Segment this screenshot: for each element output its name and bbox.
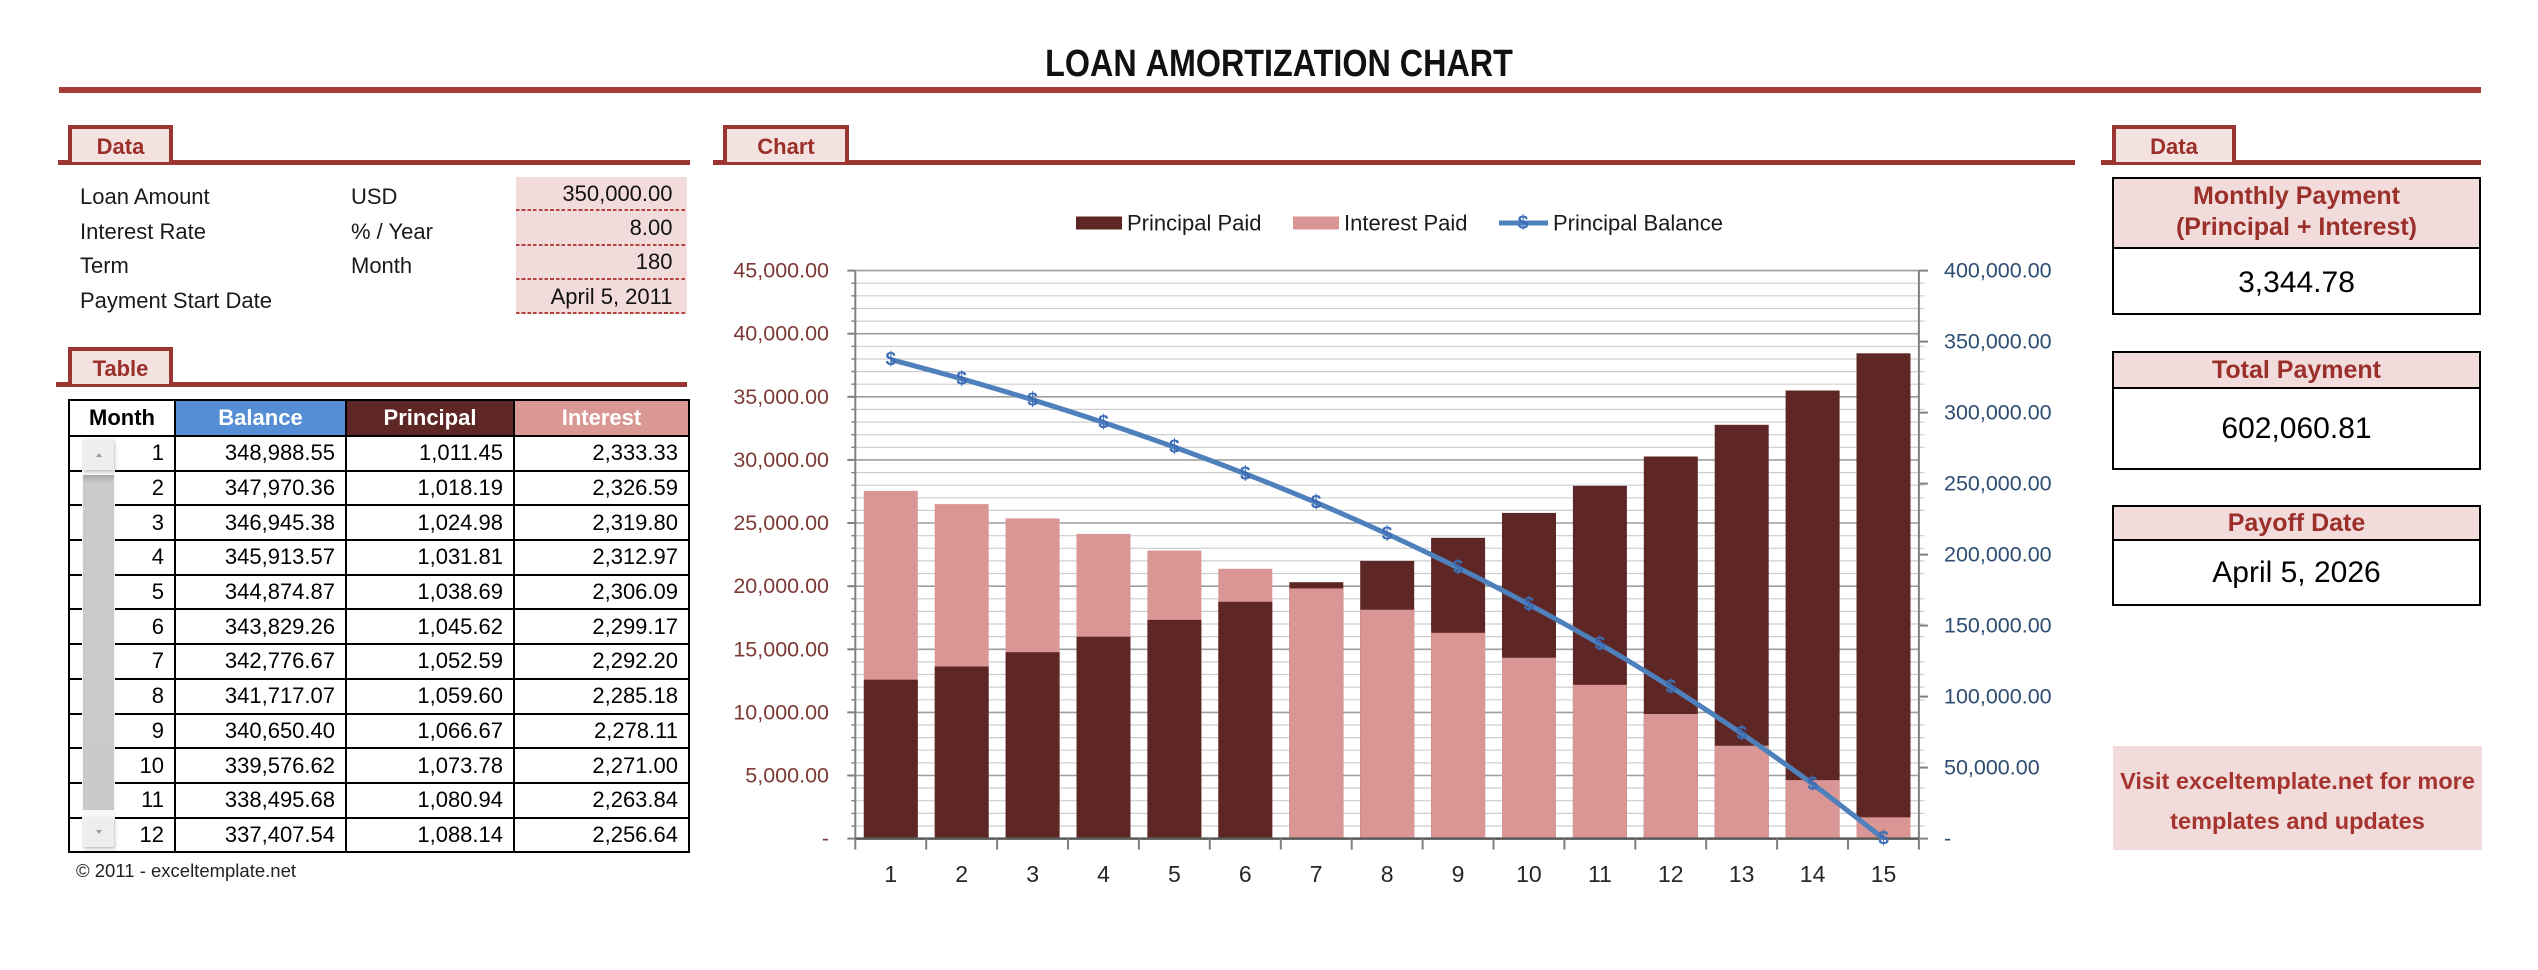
svg-text:5: 5 bbox=[1168, 861, 1181, 887]
svg-text:13: 13 bbox=[1729, 861, 1755, 887]
svg-text:$: $ bbox=[886, 349, 897, 370]
svg-text:14: 14 bbox=[1800, 861, 1826, 887]
svg-text:3: 3 bbox=[1026, 861, 1039, 887]
svg-text:$: $ bbox=[1878, 828, 1889, 849]
svg-text:7: 7 bbox=[1310, 861, 1323, 887]
svg-text:250,000.00: 250,000.00 bbox=[1944, 472, 2052, 496]
svg-text:$: $ bbox=[1518, 213, 1529, 234]
svg-text:$: $ bbox=[1453, 557, 1464, 578]
svg-text:15: 15 bbox=[1871, 861, 1897, 887]
svg-text:20,000.00: 20,000.00 bbox=[733, 574, 829, 598]
svg-text:40,000.00: 40,000.00 bbox=[733, 322, 829, 346]
svg-text:35,000.00: 35,000.00 bbox=[733, 385, 829, 409]
svg-text:$: $ bbox=[1524, 594, 1535, 615]
svg-text:$: $ bbox=[1311, 492, 1322, 513]
svg-text:400,000.00: 400,000.00 bbox=[1944, 259, 2052, 283]
svg-text:$: $ bbox=[1595, 634, 1606, 655]
svg-text:$: $ bbox=[1807, 774, 1818, 795]
svg-text:-: - bbox=[1944, 827, 1951, 851]
svg-text:10,000.00: 10,000.00 bbox=[733, 700, 829, 724]
svg-text:$: $ bbox=[1736, 723, 1747, 744]
svg-text:1: 1 bbox=[884, 861, 897, 887]
svg-text:9: 9 bbox=[1452, 861, 1465, 887]
svg-text:50,000.00: 50,000.00 bbox=[1944, 756, 2040, 780]
svg-text:$: $ bbox=[1027, 389, 1038, 410]
svg-text:6: 6 bbox=[1239, 861, 1252, 887]
svg-text:45,000.00: 45,000.00 bbox=[733, 259, 829, 283]
svg-text:100,000.00: 100,000.00 bbox=[1944, 685, 2052, 709]
svg-text:$: $ bbox=[1240, 463, 1251, 484]
svg-text:$: $ bbox=[1098, 412, 1109, 433]
svg-text:300,000.00: 300,000.00 bbox=[1944, 401, 2052, 425]
svg-text:2: 2 bbox=[955, 861, 968, 887]
svg-text:$: $ bbox=[1169, 437, 1180, 458]
svg-text:Principal Balance: Principal Balance bbox=[1553, 211, 1723, 236]
svg-text:$: $ bbox=[1666, 677, 1677, 698]
svg-text:4: 4 bbox=[1097, 861, 1110, 887]
svg-text:-: - bbox=[822, 827, 829, 851]
svg-text:8: 8 bbox=[1381, 861, 1394, 887]
svg-text:5,000.00: 5,000.00 bbox=[745, 764, 829, 788]
svg-text:200,000.00: 200,000.00 bbox=[1944, 543, 2052, 567]
svg-text:10: 10 bbox=[1516, 861, 1542, 887]
svg-text:11: 11 bbox=[1588, 861, 1612, 887]
svg-text:30,000.00: 30,000.00 bbox=[733, 448, 829, 472]
svg-text:Interest Paid: Interest Paid bbox=[1344, 211, 1468, 236]
svg-text:350,000.00: 350,000.00 bbox=[1944, 330, 2052, 354]
svg-text:12: 12 bbox=[1658, 861, 1684, 887]
svg-text:15,000.00: 15,000.00 bbox=[733, 637, 829, 661]
svg-text:$: $ bbox=[1382, 523, 1393, 544]
svg-text:Principal Paid: Principal Paid bbox=[1127, 211, 1262, 236]
svg-text:150,000.00: 150,000.00 bbox=[1944, 614, 2052, 638]
svg-text:$: $ bbox=[956, 368, 967, 389]
svg-text:25,000.00: 25,000.00 bbox=[733, 511, 829, 535]
